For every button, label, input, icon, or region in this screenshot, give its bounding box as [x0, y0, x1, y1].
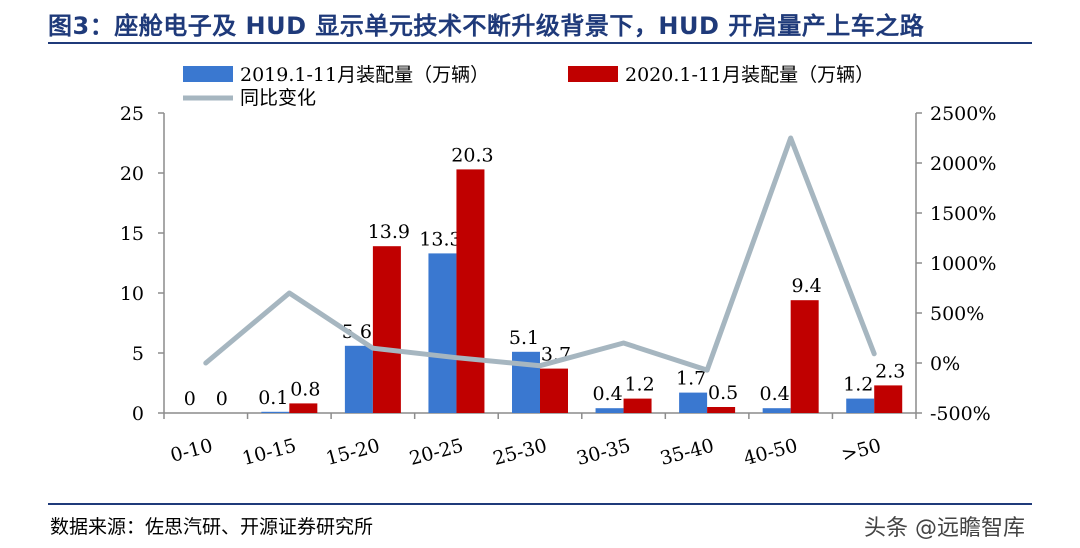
y-left-tick-label: 20: [120, 163, 144, 185]
legend-label-yoy: 同比变化: [240, 87, 316, 109]
x-tick-label: 15-20: [324, 435, 383, 470]
chart: 0 5 10 15 20 25 -500% 0% 500% 1000% 1500% 2000% 2500…: [120, 64, 997, 470]
y-right-tick-label: 1500%: [930, 203, 996, 225]
source-note: 数据来源：佐思汽研、开源证券研究所: [50, 516, 374, 538]
yoy-point: [455, 357, 457, 359]
bar-2020: [372, 246, 401, 413]
legend-label-2020: 2020.1-11月装配量（万辆）: [625, 64, 874, 86]
x-tick-label: 25-30: [491, 435, 550, 470]
yoy-point: [539, 365, 541, 367]
y-right-tick-label: -500%: [930, 403, 991, 425]
y-left-tick-label: 15: [120, 223, 144, 245]
bar-label-2020: 20.3: [451, 144, 493, 166]
bar-2019: [344, 345, 373, 413]
yoy-point: [205, 362, 207, 364]
bar-label-2019: 0.4: [592, 383, 622, 405]
legend-label-2019: 2019.1-11月装配量（万辆）: [240, 64, 489, 86]
bar-label-2019: 1.7: [676, 368, 706, 390]
bar-2019: [261, 411, 290, 413]
bar-2020: [874, 385, 903, 413]
bar-label-2019: 0.1: [258, 387, 288, 409]
x-tick-label: 30-35: [574, 435, 633, 470]
yoy-line: [203, 135, 877, 373]
y-right-tick-label: 2500%: [930, 103, 996, 125]
x-tick-label: >50: [839, 435, 883, 467]
yoy-point: [623, 342, 625, 344]
y-left-tick-label: 25: [120, 103, 144, 125]
source-rule: [48, 503, 1032, 505]
bar-2020: [707, 407, 736, 413]
y-left-tick-label: 0: [132, 403, 144, 425]
bar-label-2019: 0: [184, 388, 196, 410]
bar-2020: [790, 300, 819, 413]
figure-title: 图3：座舱电子及 HUD 显示单元技术不断升级背景下，HUD 开启量产上车之路: [48, 12, 925, 40]
x-tick-label: 40-50: [741, 435, 800, 470]
bar-label-2019: 13.3: [419, 228, 461, 250]
bar-2019: [679, 392, 708, 413]
bar-2020: [289, 403, 318, 413]
x-tick-label: 20-25: [407, 435, 466, 470]
yoy-point: [288, 292, 290, 294]
bar-label-2019: 1.2: [843, 374, 873, 396]
y-right-tick-label: 0%: [930, 353, 960, 375]
legend-swatch-2020: [568, 66, 618, 82]
bar-label-2020: 13.9: [368, 221, 410, 243]
yoy-point: [790, 137, 792, 139]
bar-label-2019: 5.1: [509, 327, 539, 349]
bar-2019: [428, 253, 457, 413]
bar-label-2020: 9.4: [792, 275, 822, 297]
x-tick-label: 10-15: [240, 435, 299, 470]
bar-label-2020: 0: [216, 388, 228, 410]
bar-2020: [623, 398, 652, 413]
yoy-point: [706, 369, 708, 371]
title-rule: [48, 42, 1032, 44]
y-right-tick-label: 500%: [930, 303, 984, 325]
bar-2019: [762, 408, 791, 413]
bar-2019: [846, 398, 875, 413]
bar-label-2019: 0.4: [760, 383, 790, 405]
bar-label-2019: 5.6: [342, 321, 372, 343]
bar-2020: [540, 368, 568, 413]
legend-swatch-2019: [183, 66, 233, 82]
bar-label-2020: 1.2: [624, 374, 654, 396]
y-right-tick-label: 2000%: [930, 153, 996, 175]
bar-label-2020: 2.3: [875, 360, 905, 382]
x-tick-label: 0-10: [168, 435, 215, 467]
y-left-tick-label: 10: [120, 283, 144, 305]
bar-label-2020: 0.5: [708, 382, 738, 404]
bar-2019: [595, 408, 624, 413]
bar-2020: [456, 169, 485, 413]
watermark: 头条 @远瞻智库: [864, 516, 1025, 541]
y-left-tick-label: 5: [132, 343, 144, 365]
y-right-tick-label: 1000%: [930, 253, 996, 275]
bar-label-2020: 0.8: [290, 378, 320, 400]
x-tick-label: 35-40: [658, 435, 717, 470]
yoy-point: [873, 353, 875, 355]
yoy-point: [372, 347, 374, 349]
